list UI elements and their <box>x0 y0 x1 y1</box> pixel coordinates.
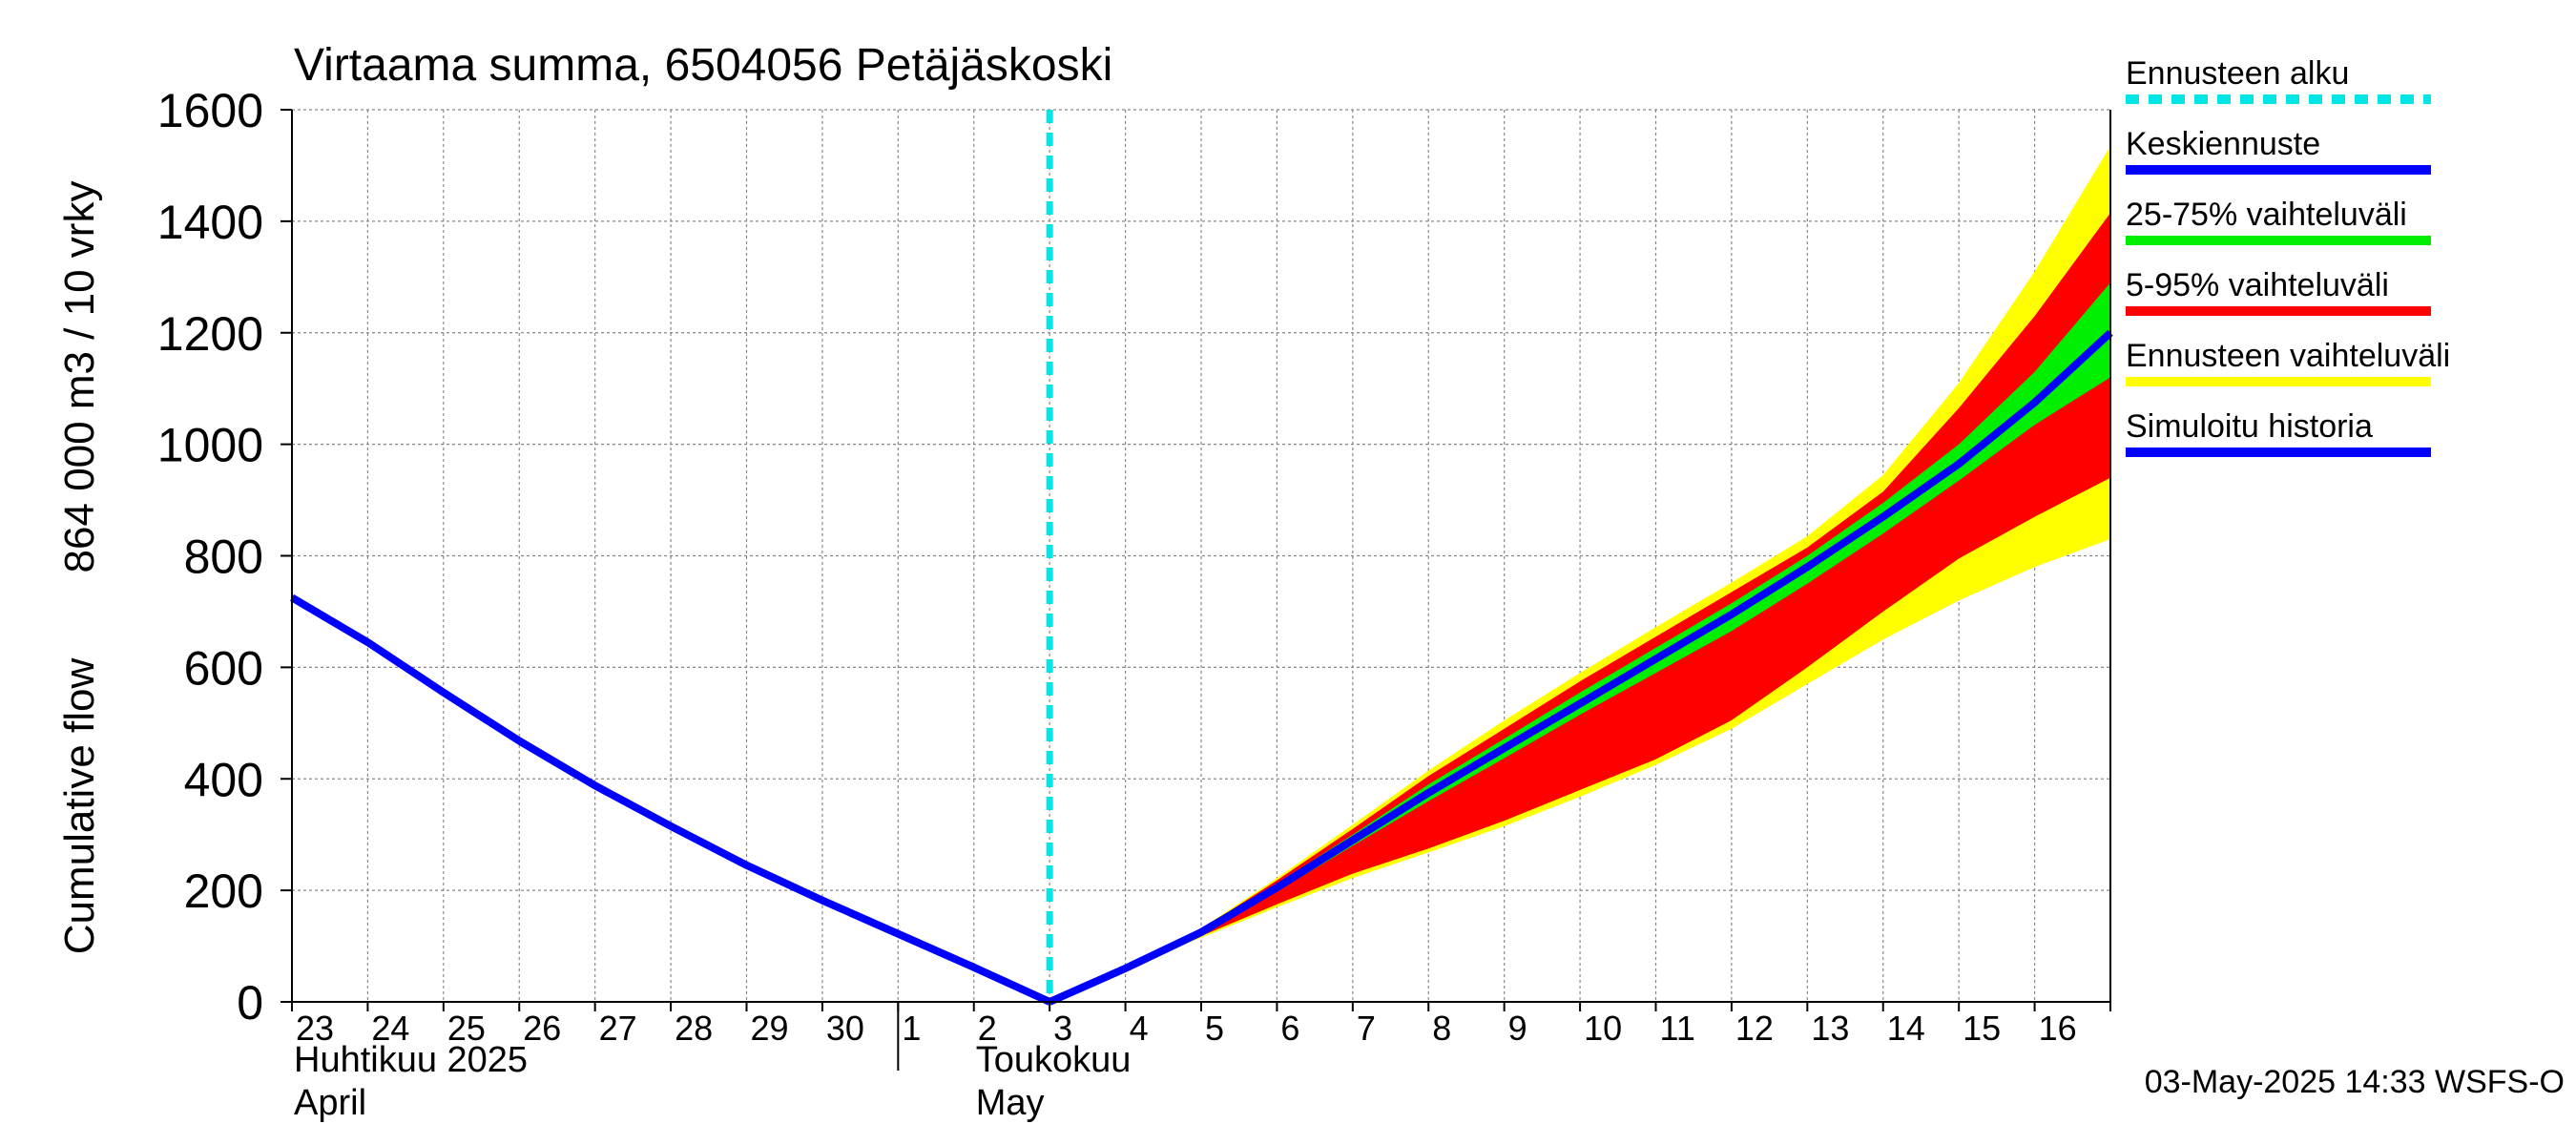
x-tick-label: 23 <box>296 1009 334 1048</box>
legend-label: 5-95% vaihteluväli <box>2126 267 2389 303</box>
axes <box>280 109 2111 1071</box>
series-lines <box>289 110 2113 1006</box>
x-tick-label: 13 <box>1811 1009 1849 1048</box>
x-tick-label: 16 <box>2039 1009 2077 1048</box>
x-tick-label: 15 <box>1963 1009 2001 1048</box>
month-label-finnish: Toukokuu <box>976 1040 1132 1080</box>
legend: Ennusteen alku Keskiennuste 25-75% vaihtel… <box>2126 55 2450 457</box>
y-tick-label: 1600 <box>157 84 263 137</box>
y-tick-label: 600 <box>184 641 263 695</box>
chart-title: Virtaama summa, 6504056 Petäjäskoski <box>294 40 1112 91</box>
x-tick-label: 14 <box>1887 1009 1925 1048</box>
legend-label: Ennusteen vaihteluväli <box>2126 338 2450 374</box>
y-axis-label-line2: 864 000 m3 / 10 vrky <box>56 181 103 573</box>
legend-label: Keskiennuste <box>2126 126 2320 162</box>
y-axis-label-line1: Cumulative flow <box>56 658 103 955</box>
y-tick-label: 1200 <box>157 307 263 361</box>
month-label-finnish: Huhtikuu 2025 <box>294 1040 528 1080</box>
x-tick-label: 6 <box>1280 1009 1299 1048</box>
y-tick-label: 0 <box>237 976 263 1030</box>
y-tick-label: 200 <box>184 864 263 918</box>
forecast-bands <box>1049 146 2110 1003</box>
x-tick-label: 8 <box>1432 1009 1451 1048</box>
y-tick-labels: 0 200 400 600 800 1000 1200 1400 1600 <box>157 84 263 1030</box>
y-tick-label: 1000 <box>157 419 263 472</box>
x-tick-label: 28 <box>675 1009 713 1048</box>
x-tick-labels: 23 24 25 26 27 28 29 30 1 2 3 4 5 6 7 8 9 10 11 12 13 14 15 16 <box>296 1009 2077 1048</box>
mean-forecast-line <box>1048 329 2113 1006</box>
x-tick-label: 29 <box>751 1009 789 1048</box>
x-tick-label: 9 <box>1508 1009 1527 1048</box>
y-tick-label: 800 <box>184 531 263 584</box>
y-tick-label: 400 <box>184 753 263 806</box>
legend-label: Ennusteen alku <box>2126 55 2349 92</box>
x-tick-label: 11 <box>1660 1009 1695 1048</box>
y-tick-label: 1400 <box>157 196 263 249</box>
x-tick-label: 3 <box>1053 1009 1072 1048</box>
x-tick-label: 1 <box>902 1009 921 1048</box>
x-tick-label: 25 <box>447 1009 486 1048</box>
x-tick-label: 26 <box>523 1009 561 1048</box>
x-tick-label: 30 <box>826 1009 864 1048</box>
simulated-history-line <box>289 593 1051 1006</box>
x-tick-label: 27 <box>599 1009 637 1048</box>
legend-label: Simuloitu historia <box>2126 408 2373 445</box>
x-tick-label: 10 <box>1584 1009 1622 1048</box>
x-tick-label: 5 <box>1205 1009 1224 1048</box>
footer-timestamp: 03-May-2025 14:33 WSFS-O <box>2145 1064 2565 1100</box>
x-tick-label: 2 <box>978 1009 997 1048</box>
x-tick-label: 12 <box>1735 1009 1774 1048</box>
x-tick-label: 24 <box>371 1009 409 1048</box>
month-label-english: April <box>294 1083 366 1123</box>
x-tick-label: 7 <box>1357 1009 1376 1048</box>
month-label-english: May <box>976 1083 1045 1123</box>
legend-label: 25-75% vaihteluväli <box>2126 197 2407 233</box>
x-tick-label: 4 <box>1130 1009 1149 1048</box>
